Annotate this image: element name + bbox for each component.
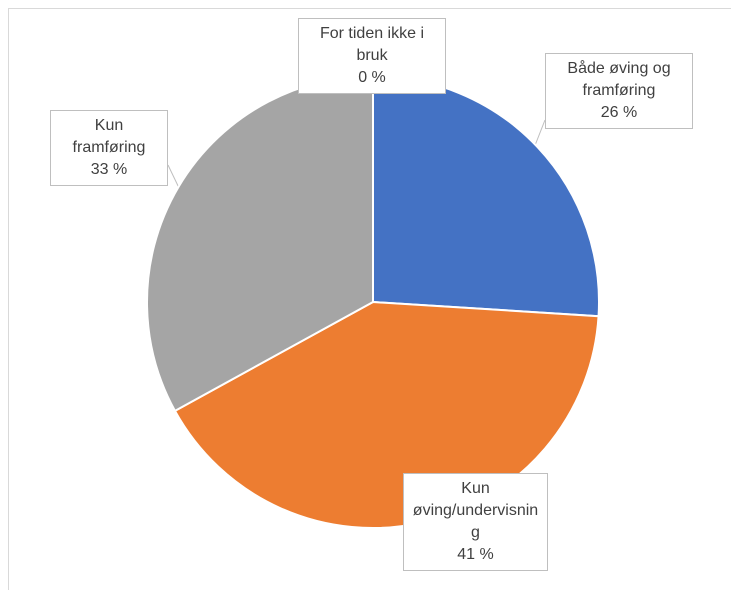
value-label: 26 % (600, 104, 638, 121)
data-label: Kun øving/undervisning 41 % (403, 473, 548, 571)
value-label: 33 % (90, 161, 128, 178)
value-label: 41 % (457, 546, 494, 563)
data-label: For tiden ikke i bruk 0 % (298, 18, 446, 94)
category-label: Både øving og framføring (567, 60, 671, 99)
chart-frame (8, 8, 731, 590)
category-label: For tiden ikke i bruk (319, 25, 425, 64)
category-label: Kun framføring (72, 117, 146, 156)
value-label: 0 % (358, 69, 386, 86)
leader-line (533, 119, 546, 149)
data-label: Kun framføring 33 % (50, 110, 168, 186)
data-label: Både øving og framføring 26 % (545, 53, 693, 129)
category-label: Kun øving/undervisning (412, 480, 539, 541)
